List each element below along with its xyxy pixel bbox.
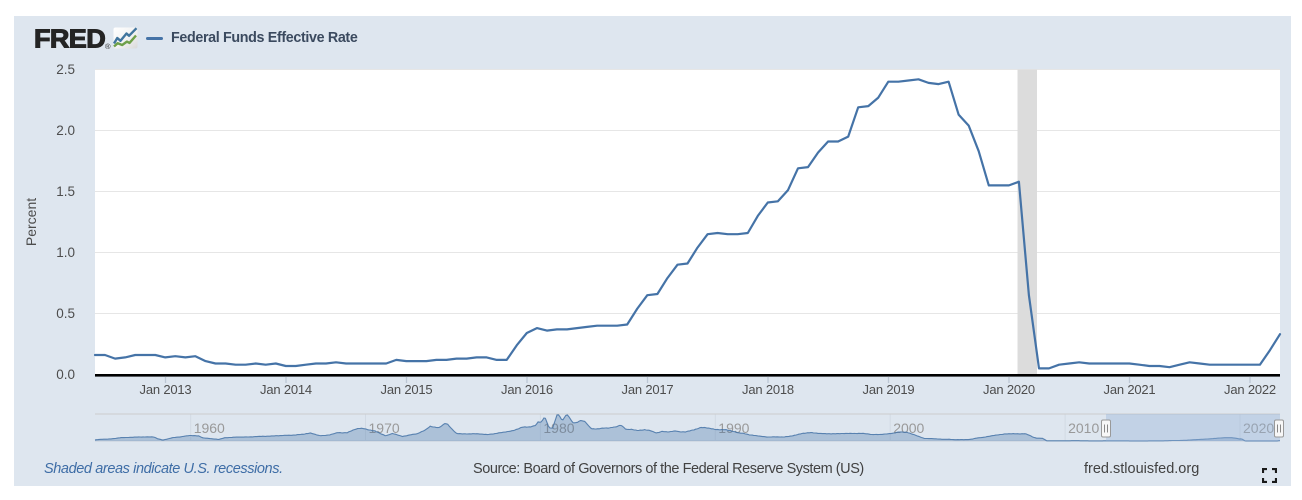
svg-text:0.0: 0.0 — [56, 367, 75, 382]
svg-text:1.5: 1.5 — [56, 184, 75, 199]
svg-text:0.5: 0.5 — [56, 306, 75, 321]
svg-text:Jan 2017: Jan 2017 — [622, 382, 674, 397]
svg-text:Jan 2022: Jan 2022 — [1224, 382, 1276, 397]
svg-text:Jan 2015: Jan 2015 — [381, 382, 433, 397]
svg-text:1960: 1960 — [194, 420, 225, 436]
svg-text:Jan 2018: Jan 2018 — [742, 382, 794, 397]
svg-text:Jan 2014: Jan 2014 — [260, 382, 312, 397]
svg-text:Jan 2019: Jan 2019 — [863, 382, 915, 397]
svg-text:1980: 1980 — [543, 420, 574, 436]
svg-text:Jan 2013: Jan 2013 — [140, 382, 192, 397]
svg-text:1.0: 1.0 — [56, 245, 75, 260]
svg-text:1990: 1990 — [718, 420, 749, 436]
svg-text:Jan 2016: Jan 2016 — [501, 382, 553, 397]
svg-text:2.0: 2.0 — [56, 123, 75, 138]
svg-text:2010: 2010 — [1068, 420, 1099, 436]
svg-text:2.5: 2.5 — [56, 62, 75, 77]
svg-text:Jan 2020: Jan 2020 — [983, 382, 1035, 397]
svg-text:Jan 2021: Jan 2021 — [1104, 382, 1156, 397]
svg-text:2020: 2020 — [1243, 420, 1274, 436]
svg-text:Percent: Percent — [23, 198, 39, 246]
